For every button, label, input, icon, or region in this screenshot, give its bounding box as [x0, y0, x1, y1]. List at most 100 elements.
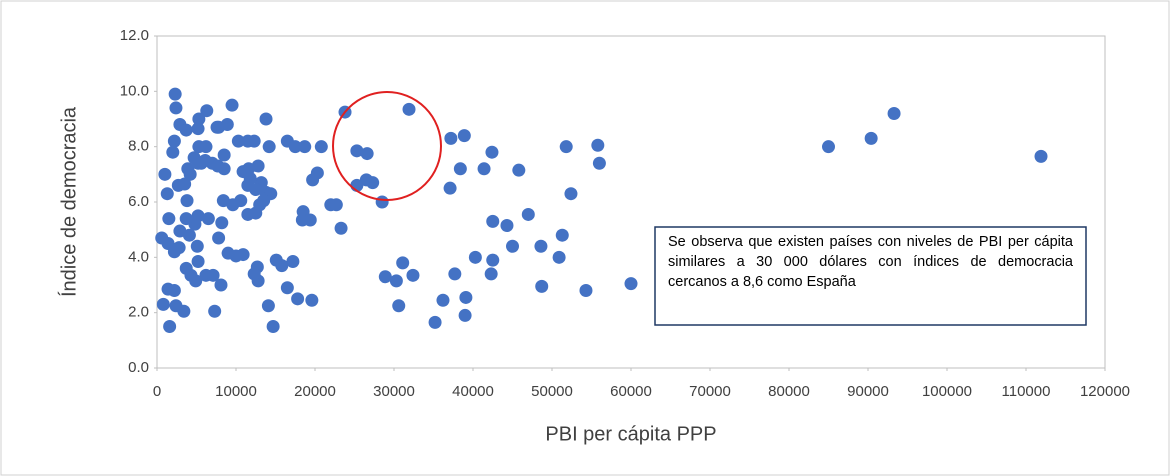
point — [484, 267, 498, 281]
point — [506, 239, 519, 253]
point — [156, 297, 170, 311]
x-tick-label: 90000 — [847, 383, 889, 400]
y-tick-label: 0.0 — [128, 359, 149, 376]
point — [334, 221, 348, 235]
point — [559, 140, 573, 154]
point — [280, 281, 294, 295]
point — [269, 253, 283, 267]
point — [624, 277, 638, 291]
point — [579, 284, 593, 298]
point — [212, 231, 226, 245]
point — [592, 156, 606, 170]
point — [864, 131, 878, 145]
point — [162, 212, 176, 226]
annotation-container: Se observa que existen países con nivele… — [668, 234, 1073, 290]
point — [436, 293, 450, 307]
point — [288, 140, 302, 154]
point — [457, 129, 471, 143]
point — [459, 290, 473, 304]
point — [468, 250, 482, 264]
point — [887, 106, 901, 120]
point — [444, 131, 458, 145]
plot: 0.0 2.0 4.0 6.0 8.0 10.0 12.0 0 10000 20000 30000 4… — [120, 27, 1130, 400]
point — [286, 254, 300, 268]
point — [189, 274, 203, 288]
point — [247, 267, 261, 281]
point — [191, 122, 205, 136]
y-tick-label: 10.0 — [120, 82, 149, 99]
point — [305, 293, 319, 307]
point — [396, 256, 410, 270]
point — [259, 112, 273, 126]
x-tick-label: 10000 — [215, 383, 257, 400]
point — [243, 171, 257, 185]
point — [210, 120, 224, 134]
point — [552, 250, 566, 264]
point — [179, 212, 193, 226]
point — [166, 145, 180, 159]
point — [190, 239, 204, 253]
point — [298, 140, 312, 154]
point — [225, 98, 239, 112]
x-tick-label: 40000 — [452, 383, 494, 400]
point — [512, 163, 526, 177]
point — [160, 187, 174, 201]
point — [360, 147, 374, 161]
point — [231, 134, 245, 148]
point — [477, 162, 491, 176]
point — [167, 284, 181, 298]
x-tick-label: 20000 — [294, 383, 336, 400]
point — [169, 101, 183, 115]
point — [486, 253, 500, 267]
point — [303, 213, 317, 227]
point — [214, 278, 228, 292]
point — [378, 270, 392, 284]
point — [215, 216, 229, 230]
point — [200, 104, 214, 118]
point — [389, 274, 403, 288]
point — [179, 123, 193, 137]
y-tick-label: 2.0 — [128, 304, 149, 321]
point — [168, 87, 182, 101]
highlight-circle — [332, 91, 442, 201]
point — [555, 228, 569, 242]
x-tick-label: 80000 — [768, 383, 810, 400]
x-tick-label: 50000 — [531, 383, 573, 400]
x-tick-label: 120000 — [1080, 383, 1130, 400]
point — [257, 194, 271, 208]
point — [262, 140, 276, 154]
point — [375, 195, 389, 209]
x-tick-label: 70000 — [689, 383, 731, 400]
point — [310, 166, 324, 180]
point — [448, 267, 462, 281]
point — [366, 176, 380, 190]
point — [453, 162, 467, 176]
point — [521, 207, 535, 221]
point — [169, 299, 183, 313]
point — [180, 194, 194, 208]
point — [485, 145, 499, 159]
x-tick-label: 0 — [153, 383, 161, 400]
point — [406, 268, 420, 282]
point — [266, 320, 280, 333]
point — [402, 102, 416, 116]
y-tick-label: 6.0 — [128, 193, 149, 210]
point — [178, 177, 192, 191]
point — [350, 144, 364, 158]
point — [211, 159, 225, 173]
y-axis-label: Índice de democracia — [57, 106, 80, 297]
x-axis-label: PBI per cápita PPP — [545, 423, 716, 445]
point — [591, 138, 605, 152]
point — [167, 134, 181, 148]
x-tick-label: 110000 — [1002, 383, 1051, 400]
point — [428, 315, 442, 329]
point — [500, 219, 514, 233]
point — [458, 308, 472, 322]
point — [535, 279, 549, 293]
point — [201, 212, 215, 226]
point — [172, 241, 186, 255]
point — [191, 209, 205, 223]
point — [291, 292, 305, 306]
point — [234, 194, 248, 208]
